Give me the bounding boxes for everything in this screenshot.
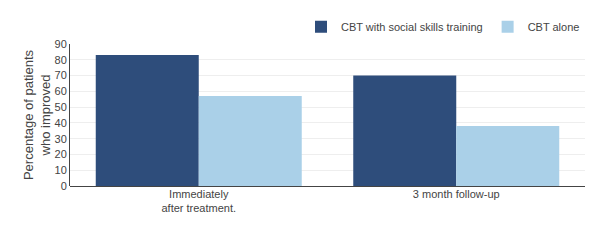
svg-text:CBT alone: CBT alone: [528, 21, 580, 33]
svg-text:CBT with social skills trainin: CBT with social skills training: [341, 21, 483, 33]
svg-text:80: 80: [55, 54, 67, 66]
svg-text:40: 40: [55, 117, 67, 129]
svg-text:50: 50: [55, 101, 67, 113]
svg-text:0: 0: [61, 180, 67, 192]
svg-text:20: 20: [55, 148, 67, 160]
svg-text:Percentage of patientswho impr: Percentage of patientswho improved: [21, 49, 53, 180]
svg-text:Immediatelyafter treatment.: Immediatelyafter treatment.: [161, 188, 236, 214]
svg-text:30: 30: [55, 133, 67, 145]
svg-text:90: 90: [55, 38, 67, 50]
svg-text:60: 60: [55, 85, 67, 97]
svg-text:70: 70: [55, 69, 67, 81]
svg-text:3 month follow-up: 3 month follow-up: [413, 188, 500, 200]
svg-text:10: 10: [55, 164, 67, 176]
